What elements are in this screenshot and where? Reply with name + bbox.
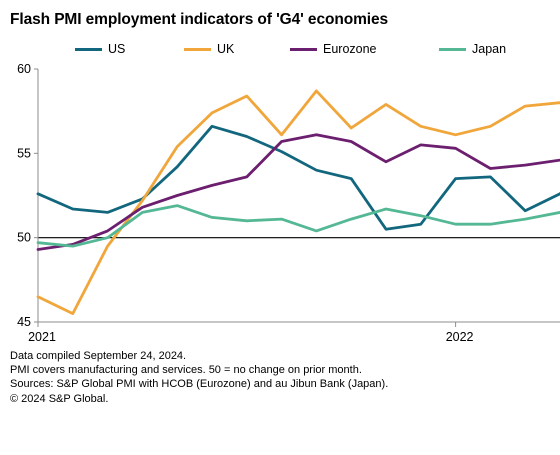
- legend-item-us: US: [75, 42, 125, 56]
- legend-swatch-eurozone: [290, 47, 317, 51]
- legend: US UK Eurozone Japan: [0, 42, 560, 58]
- legend-item-japan: Japan: [439, 42, 506, 56]
- legend-item-eurozone: Eurozone: [290, 42, 377, 56]
- note-sources: Sources: S&P Global PMI with HCOB (Euroz…: [10, 378, 389, 391]
- legend-swatch-us: [75, 47, 102, 51]
- legend-item-uk: UK: [184, 42, 234, 56]
- chart-title: Flash PMI employment indicators of 'G4' …: [10, 11, 388, 28]
- legend-label-uk: UK: [217, 42, 235, 56]
- y-tick-label-55: 55: [17, 146, 31, 160]
- chart-notes: Data compiled September 24, 2024. PMI co…: [10, 349, 388, 406]
- legend-swatch-japan: [439, 47, 466, 51]
- series-line-eurozone: [36, 133, 560, 251]
- x-tick-label-2021: 2021: [28, 330, 56, 344]
- y-tick-label-50: 50: [17, 231, 31, 245]
- legend-label-us: US: [108, 42, 126, 56]
- series-line-us: [36, 124, 560, 231]
- legend-label-japan: Japan: [472, 42, 507, 56]
- series-line-uk: [36, 89, 560, 316]
- x-tick-label-2022: 2022: [446, 330, 474, 344]
- legend-swatch-uk: [184, 47, 211, 51]
- series-line-japan: [36, 204, 560, 248]
- note-copyright: © 2024 S&P Global.: [10, 392, 109, 405]
- y-tick-label-45: 45: [17, 315, 31, 329]
- note-pmi-coverage: PMI covers manufacturing and services. 5…: [10, 364, 362, 377]
- note-data-compiled: Data compiled September 24, 2024.: [10, 350, 187, 362]
- y-tick-label-60: 60: [17, 62, 31, 76]
- legend-label-eurozone: Eurozone: [323, 42, 377, 56]
